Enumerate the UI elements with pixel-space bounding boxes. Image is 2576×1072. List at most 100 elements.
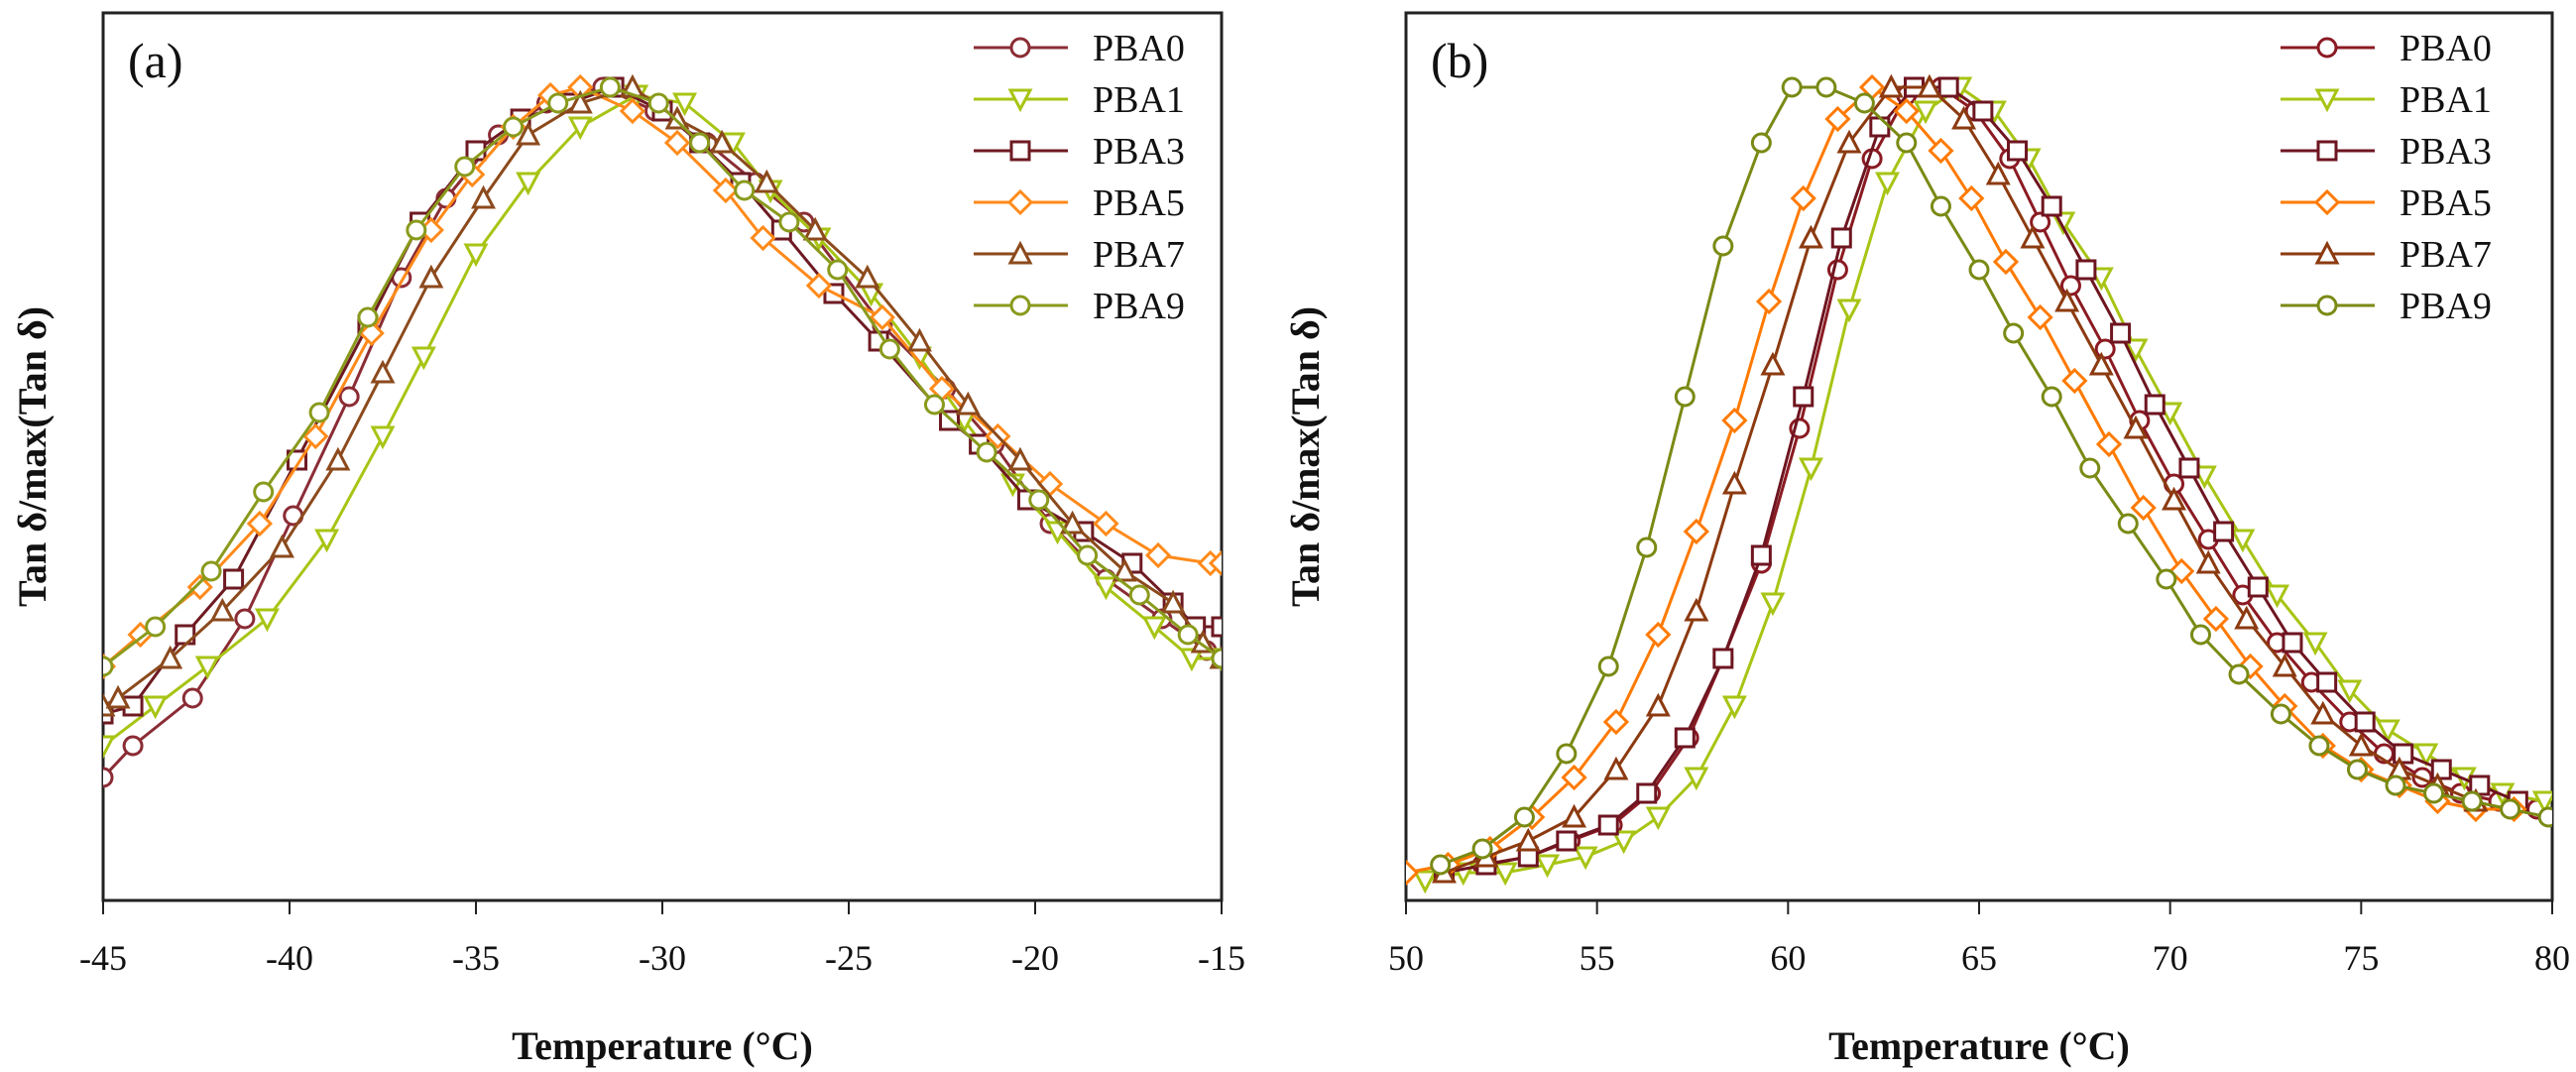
- data-point: [2003, 322, 2025, 344]
- data-point: [2162, 486, 2187, 511]
- data-point: [1937, 76, 1959, 98]
- legend-marker: [2314, 88, 2340, 113]
- data-point: [1985, 161, 2011, 185]
- data-point: [955, 391, 981, 416]
- data-point: [1798, 457, 1823, 482]
- data-point: [1515, 827, 1541, 852]
- legend-label: PBA1: [2400, 79, 2492, 121]
- data-point: [2270, 703, 2291, 725]
- data-point: [802, 216, 828, 241]
- data-point: [2500, 798, 2521, 820]
- data-point: [254, 608, 280, 633]
- data-point: [2346, 759, 2368, 780]
- legend-label: PBA3: [2400, 131, 2492, 173]
- x-tick-label: -25: [825, 938, 873, 978]
- data-point: [709, 129, 735, 154]
- data-point: [1755, 288, 1783, 315]
- data-point: [314, 529, 340, 553]
- data-point: [1869, 116, 1891, 138]
- data-point: [1602, 708, 1630, 736]
- data-point: [1471, 838, 1493, 860]
- data-point: [906, 327, 932, 352]
- data-point: [2265, 584, 2290, 609]
- data-point: [1878, 73, 1904, 98]
- data-point: [750, 224, 776, 252]
- legend-marker: [1007, 240, 1033, 265]
- x-tick-label: 70: [2153, 938, 2188, 978]
- x-tick-label: -15: [1198, 938, 1245, 978]
- data-point: [1750, 544, 1772, 566]
- data-point: [223, 568, 245, 590]
- data-point: [2282, 632, 2303, 654]
- x-tick-label: -20: [1011, 938, 1059, 978]
- legend-label: PBA5: [2400, 182, 2492, 224]
- data-point: [200, 560, 222, 582]
- series-line: [103, 85, 1222, 779]
- data-point: [357, 306, 379, 328]
- data-point: [1160, 589, 1186, 614]
- data-point: [2247, 576, 2269, 598]
- data-point: [1750, 132, 1772, 154]
- data-point: [287, 449, 308, 471]
- data-point: [302, 422, 329, 450]
- series-line: [1443, 85, 2477, 875]
- data-point: [338, 386, 360, 408]
- data-point: [1211, 616, 1222, 638]
- data-point: [418, 264, 444, 289]
- series-pba9: [1430, 76, 2552, 876]
- data-point: [2117, 513, 2139, 535]
- data-point: [1412, 870, 1438, 894]
- data-point: [1093, 576, 1118, 601]
- x-tick-label: 60: [1770, 938, 1806, 978]
- data-point: [209, 597, 235, 622]
- data-point: [2385, 774, 2406, 796]
- data-point: [1830, 227, 1852, 249]
- data-point: [1896, 132, 1918, 154]
- legend-marker: [2316, 295, 2338, 316]
- data-point: [2130, 494, 2157, 522]
- data-point: [2302, 632, 2328, 656]
- data-point: [1721, 470, 1747, 495]
- plot-area: [1406, 73, 2552, 894]
- data-point: [1603, 756, 1629, 780]
- data-point: [619, 97, 646, 125]
- legend-marker: [2316, 140, 2338, 162]
- data-point: [370, 425, 396, 450]
- legend-item: PBA5: [974, 182, 1185, 224]
- data-point: [1992, 248, 2020, 276]
- data-point: [1824, 105, 1851, 133]
- data-point: [663, 129, 691, 157]
- data-point: [1645, 692, 1671, 717]
- data-point: [1893, 97, 1920, 125]
- data-point: [1853, 92, 1875, 114]
- data-point: [358, 319, 385, 347]
- data-point: [1556, 830, 1578, 852]
- data-point: [406, 219, 427, 241]
- data-point: [1917, 73, 1942, 98]
- legend-item: PBA1: [974, 79, 1185, 121]
- data-point: [1930, 195, 1951, 217]
- panel-a: -45 -40 -35 -30 -25 -20 -15 Temperature (°C) Tan…: [10, 11, 1245, 1068]
- data-point: [2178, 457, 2200, 479]
- data-point: [2316, 671, 2338, 693]
- data-point: [1781, 76, 1803, 98]
- legend-marker: [1009, 37, 1031, 59]
- data-point: [1208, 549, 1222, 577]
- data-point: [2537, 806, 2552, 828]
- data-point: [2189, 624, 2211, 646]
- data-point: [2531, 790, 2552, 815]
- data-point: [778, 211, 800, 233]
- data-point: [246, 510, 274, 537]
- data-point: [1144, 541, 1172, 569]
- x-tick-label: -40: [266, 938, 313, 978]
- data-point: [1406, 859, 1420, 887]
- data-point: [103, 655, 114, 677]
- data-point: [1798, 224, 1823, 249]
- data-point: [1562, 803, 1587, 828]
- data-point: [2430, 759, 2452, 780]
- data-point: [2123, 338, 2149, 363]
- data-point: [410, 346, 436, 371]
- data-point: [186, 573, 213, 601]
- x-tick-label: -35: [452, 938, 500, 978]
- legend-label: PBA0: [2400, 28, 2492, 69]
